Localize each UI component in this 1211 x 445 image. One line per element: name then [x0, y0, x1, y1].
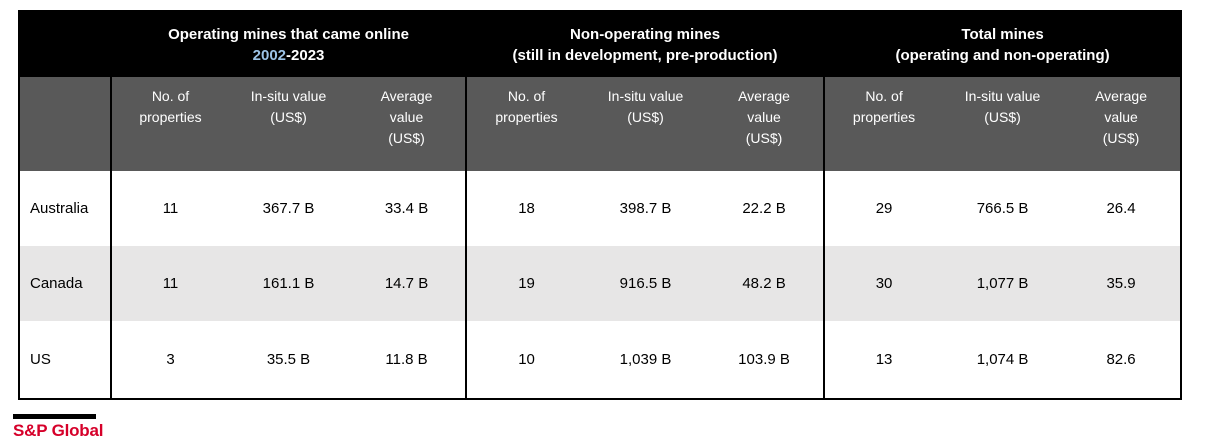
col-header-total-insitu: In-situ value (US$): [943, 77, 1063, 171]
cell-value: 398.7 B: [586, 171, 706, 246]
col-header-nonoperating-average: Average value (US$): [705, 77, 825, 171]
cell-value: 19: [465, 246, 587, 321]
sp-global-logo: S&P Global: [13, 414, 103, 441]
cell-value: 33.4 B: [348, 171, 467, 246]
cell-value: 916.5 B: [586, 246, 706, 321]
cell-value: 11: [110, 171, 229, 246]
group-title-line1: Total mines: [961, 25, 1044, 43]
table-row-us: US 3 35.5 B 11.8 B 10 1,039 B 103.9 B 13…: [19, 321, 1182, 399]
cell-value: 14.7 B: [348, 246, 467, 321]
mines-comparison-table: Operating mines that came online 2002-20…: [18, 10, 1183, 400]
group-header-non-operating-mines: Non-operating mines (still in developmen…: [465, 11, 825, 77]
row-label: Australia: [19, 171, 111, 246]
row-label: Canada: [19, 246, 111, 321]
corner-subheader-cell: [19, 77, 111, 171]
col-header-operating-insitu: In-situ value (US$): [229, 77, 348, 171]
cell-value: 35.5 B: [229, 321, 348, 399]
group-header-row: Operating mines that came online 2002-20…: [19, 11, 1182, 77]
cell-value: 766.5 B: [943, 171, 1063, 246]
group-title-line1: Non-operating mines: [570, 25, 721, 43]
cell-value: 11.8 B: [348, 321, 467, 399]
cell-value: 1,039 B: [586, 321, 706, 399]
group-header-operating-mines: Operating mines that came online 2002-20…: [109, 11, 467, 77]
cell-value: 29: [823, 171, 944, 246]
cell-value: 3: [110, 321, 229, 399]
year-range-start: 2002: [252, 46, 287, 64]
table-row-australia: Australia 11 367.7 B 33.4 B 18 398.7 B 2…: [19, 171, 1182, 246]
cell-value: 48.2 B: [705, 246, 825, 321]
cell-value: 1,074 B: [943, 321, 1063, 399]
cell-value: 103.9 B: [705, 321, 825, 399]
group-title-line1: Operating mines that came online: [168, 25, 409, 43]
col-header-nonoperating-properties: No. of properties: [465, 77, 587, 171]
subheader-row: No. of properties In-situ value (US$) Av…: [19, 77, 1182, 171]
cell-value: 22.2 B: [705, 171, 825, 246]
table-row-canada: Canada 11 161.1 B 14.7 B 19 916.5 B 48.2…: [19, 246, 1182, 321]
row-label: US: [19, 321, 111, 399]
group-title-line2: (still in development, pre-production): [512, 46, 778, 64]
cell-value: 35.9: [1062, 246, 1182, 321]
logo-bar: [13, 414, 96, 419]
cell-value: 13: [823, 321, 944, 399]
cell-value: 30: [823, 246, 944, 321]
logo-text: S&P Global: [13, 421, 104, 440]
group-title-line2: 2002-2023: [112, 45, 465, 66]
cell-value: 367.7 B: [229, 171, 348, 246]
cell-value: 11: [110, 246, 229, 321]
cell-value: 26.4: [1062, 171, 1182, 246]
col-header-total-properties: No. of properties: [823, 77, 944, 171]
cell-value: 18: [465, 171, 587, 246]
group-title-line2: (operating and non-operating): [895, 46, 1110, 64]
col-header-operating-properties: No. of properties: [110, 77, 229, 171]
cell-value: 82.6: [1062, 321, 1182, 399]
col-header-operating-average: Average value (US$): [348, 77, 467, 171]
cell-value: 161.1 B: [229, 246, 348, 321]
col-header-total-average: Average value (US$): [1062, 77, 1182, 171]
year-range-end: -2023: [286, 46, 325, 64]
corner-cell: [19, 11, 111, 77]
cell-value: 10: [465, 321, 587, 399]
group-header-total-mines: Total mines (operating and non-operating…: [823, 11, 1182, 77]
cell-value: 1,077 B: [943, 246, 1063, 321]
col-header-nonoperating-insitu: In-situ value (US$): [586, 77, 706, 171]
